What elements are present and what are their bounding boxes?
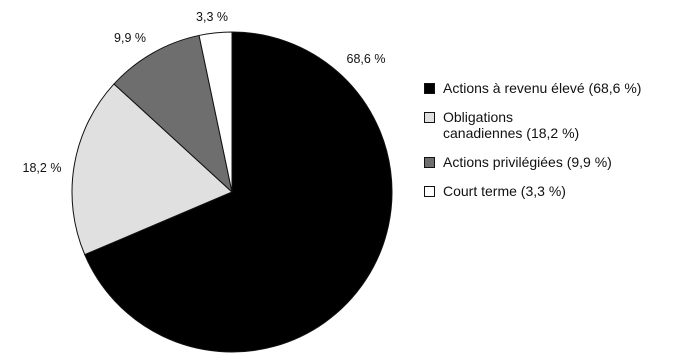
- legend-label-preferred-shares: Actions privilégiées (9,9 %): [443, 154, 612, 170]
- slice-label-preferred-shares: 9,9 %: [114, 31, 146, 45]
- pie-slice-canadian-bonds: [71, 83, 233, 256]
- legend-swatch-canadian-bonds: [424, 112, 435, 123]
- pie-slice-high-yield-equities: [84, 31, 393, 353]
- slice-label-short-term: 3,3 %: [196, 10, 228, 24]
- slice-label-canadian-bonds: 18,2 %: [23, 161, 62, 175]
- legend-label-canadian-bonds: Obligations canadiennes (18,2 %): [443, 109, 580, 141]
- legend-swatch-short-term: [424, 186, 435, 197]
- legend-item-preferred-shares: Actions privilégiées (9,9 %): [424, 154, 669, 170]
- legend-item-high-yield-equities: Actions à revenu élevé (68,6 %): [424, 80, 669, 96]
- legend-label-short-term: Court terme (3,3 %): [443, 183, 566, 199]
- legend-item-short-term: Court terme (3,3 %): [424, 183, 669, 199]
- legend-label-high-yield-equities: Actions à revenu élevé (68,6 %): [443, 80, 642, 96]
- pie-slice-short-term: [198, 31, 233, 193]
- chart-legend: Actions à revenu élevé (68,6 %) Obligati…: [424, 80, 669, 212]
- legend-item-canadian-bonds: Obligations canadiennes (18,2 %): [424, 109, 669, 141]
- legend-swatch-preferred-shares: [424, 157, 435, 168]
- slice-label-high-yield-equities: 68,6 %: [347, 52, 386, 66]
- pie-slice-preferred-shares: [113, 34, 233, 194]
- legend-swatch-high-yield-equities: [424, 83, 435, 94]
